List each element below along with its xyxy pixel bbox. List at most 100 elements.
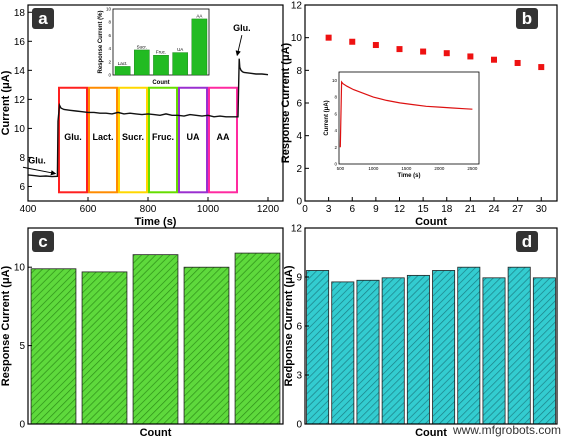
x-axis-label: Count bbox=[415, 216, 447, 228]
y-tick-label: 6 bbox=[296, 99, 302, 110]
annotation-label: Glu. bbox=[233, 23, 251, 33]
x-tick-label: 21 bbox=[465, 204, 477, 215]
panel-label-bg bbox=[32, 8, 54, 29]
inset-y-tick-label: 4 bbox=[334, 128, 337, 133]
inset-y-tick-label: 0 bbox=[108, 73, 111, 78]
panel-label-text: a bbox=[38, 9, 48, 28]
y-axis-label: Current (μA) bbox=[0, 70, 12, 135]
inset-y-tick-label: 2 bbox=[108, 59, 111, 64]
panel-a-frame bbox=[27, 4, 284, 202]
y-axis-label: Response Current (μA) bbox=[280, 42, 292, 163]
y-tick-label: 0 bbox=[296, 197, 302, 208]
inset-y-tick-label: 4 bbox=[108, 46, 111, 51]
panel-label-text: b bbox=[522, 9, 532, 28]
x-tick-label: 1000 bbox=[197, 204, 220, 215]
inset-bar-label: AA bbox=[196, 13, 202, 18]
x-tick-label: 9 bbox=[373, 204, 379, 215]
bar bbox=[81, 271, 128, 425]
bar bbox=[532, 277, 556, 425]
annotation-label: Glu. bbox=[28, 155, 46, 165]
x-tick-label: 3 bbox=[326, 204, 332, 215]
bar bbox=[507, 266, 531, 425]
y-axis-label: Redponse Current (μA) bbox=[283, 265, 295, 386]
interval-label: Glu. bbox=[64, 132, 82, 142]
panel-label-bg bbox=[516, 231, 538, 252]
interval-box bbox=[148, 86, 178, 194]
inset-bar-label: Sucr. bbox=[137, 44, 147, 49]
y-tick-label: 10 bbox=[14, 263, 26, 274]
inset-bar bbox=[172, 52, 189, 76]
y-tick-label: 9 bbox=[296, 273, 302, 284]
bar bbox=[381, 277, 405, 425]
inset-y-label: Response Current (%) bbox=[98, 10, 104, 73]
x-tick-label: 400 bbox=[20, 204, 37, 215]
y-tick-label: 10 bbox=[14, 124, 26, 135]
interval-label: AA bbox=[217, 132, 230, 142]
x-tick-label: 0 bbox=[302, 204, 308, 215]
panel-label-d: d bbox=[516, 231, 538, 252]
watermark: www.mfgrobots.com bbox=[452, 423, 561, 437]
y-tick-label: 14 bbox=[14, 66, 26, 77]
y-tick-label: 12 bbox=[291, 1, 303, 12]
interval-box bbox=[58, 86, 88, 194]
inset-bar bbox=[114, 66, 131, 76]
scatter-point bbox=[372, 42, 379, 49]
inset-y-tick-label: 10 bbox=[106, 7, 112, 12]
y-tick-label: 12 bbox=[291, 224, 303, 235]
scatter-point bbox=[467, 53, 474, 60]
y-tick-label: 8 bbox=[19, 153, 25, 164]
inset-y-tick-label: 6 bbox=[108, 33, 111, 38]
y-tick-label: 8 bbox=[296, 66, 302, 77]
bar bbox=[331, 281, 355, 425]
series-line bbox=[27, 58, 269, 178]
scatter-point bbox=[396, 46, 403, 53]
inset-frame bbox=[338, 71, 480, 165]
panel-c-frame bbox=[27, 227, 284, 425]
inset-line bbox=[339, 80, 473, 148]
scatter-point bbox=[325, 34, 332, 41]
y-tick-label: 10 bbox=[291, 33, 303, 44]
inset-bar-label: UA bbox=[177, 47, 183, 52]
panel-label-text: c bbox=[38, 232, 47, 251]
bar bbox=[457, 266, 481, 425]
y-tick-label: 4 bbox=[296, 131, 302, 142]
y-tick-label: 5 bbox=[19, 341, 25, 352]
x-tick-label: 12 bbox=[394, 204, 406, 215]
bar bbox=[356, 279, 380, 425]
bar bbox=[482, 277, 506, 425]
y-tick-label: 6 bbox=[19, 182, 25, 193]
y-tick-label: 12 bbox=[14, 95, 26, 106]
scatter-point bbox=[491, 56, 497, 63]
y-tick-label: 16 bbox=[14, 37, 26, 48]
x-tick-label: 15 bbox=[418, 204, 430, 215]
interval-box bbox=[178, 86, 208, 194]
x-axis-label: Time (s) bbox=[135, 216, 177, 228]
inset-x-tick-label: 2000 bbox=[434, 166, 445, 171]
inset-bar bbox=[133, 49, 150, 76]
panel-label-c: c bbox=[32, 231, 54, 252]
inset-x-tick-label: 1000 bbox=[368, 166, 379, 171]
x-tick-label: 24 bbox=[488, 204, 500, 215]
inset-y-tick-label: 8 bbox=[334, 95, 337, 100]
x-tick-label: 6 bbox=[349, 204, 355, 215]
x-tick-label: 600 bbox=[80, 204, 97, 215]
x-tick-label: 27 bbox=[512, 204, 524, 215]
scatter-point bbox=[349, 38, 356, 45]
y-axis-label: Response Current (μA) bbox=[0, 265, 12, 386]
interval-label: UA bbox=[187, 132, 200, 142]
y-tick-label: 0 bbox=[296, 420, 302, 431]
panel-label-a: a bbox=[32, 8, 54, 29]
bar bbox=[432, 270, 456, 425]
inset-y-tick-label: 6 bbox=[334, 111, 337, 116]
bar bbox=[406, 274, 430, 425]
y-tick-label: 6 bbox=[296, 322, 302, 333]
inset-x-label: Time (s) bbox=[398, 173, 421, 179]
interval-label: Lact. bbox=[92, 132, 113, 142]
inset-bar bbox=[153, 55, 169, 76]
scatter-point bbox=[443, 50, 450, 57]
panel-label-bg bbox=[516, 8, 538, 29]
inset-bar-label: Lact. bbox=[118, 61, 128, 66]
inset-y-tick-label: 0 bbox=[334, 162, 337, 167]
